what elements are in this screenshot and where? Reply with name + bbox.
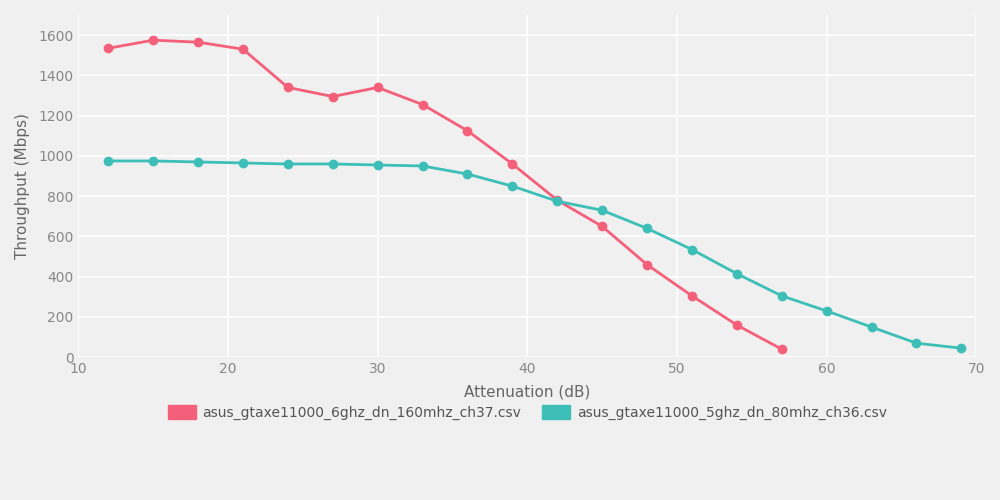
X-axis label: Attenuation (dB): Attenuation (dB) [464, 384, 591, 400]
Y-axis label: Throughput (Mbps): Throughput (Mbps) [15, 113, 30, 259]
Legend: asus_gtaxe11000_6ghz_dn_160mhz_ch37.csv, asus_gtaxe11000_5ghz_dn_80mhz_ch36.csv: asus_gtaxe11000_6ghz_dn_160mhz_ch37.csv,… [162, 400, 892, 425]
